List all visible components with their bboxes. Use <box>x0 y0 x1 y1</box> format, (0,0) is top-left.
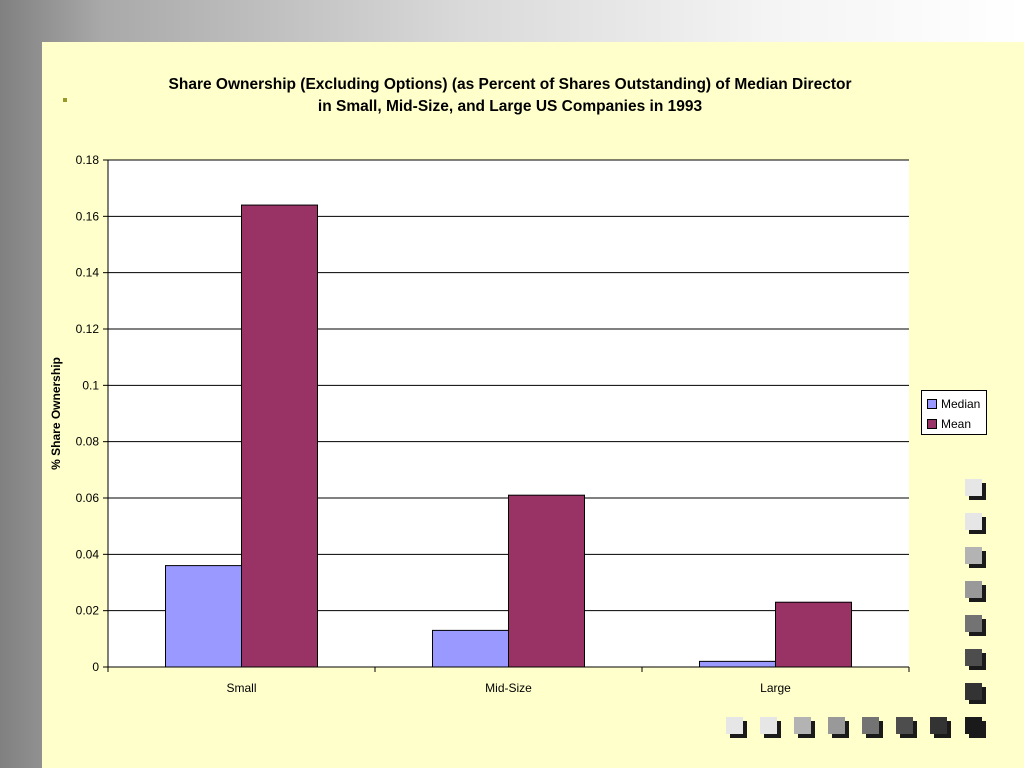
deco-square <box>965 683 986 704</box>
y-tick-label: 0 <box>92 660 99 674</box>
deco-square <box>965 615 986 636</box>
legend-item-median: Median <box>927 394 986 414</box>
deco-square <box>965 513 986 534</box>
y-tick-label: 0.08 <box>76 435 100 449</box>
y-tick-label: 0.02 <box>76 604 100 618</box>
y-axis-label: % Share Ownership <box>49 357 63 470</box>
deco-square <box>965 581 986 602</box>
bar-median-mid-size <box>432 629 509 668</box>
deco-square <box>930 717 951 738</box>
y-tick-label: 0.16 <box>76 209 100 223</box>
x-tick-label: Large <box>760 681 791 695</box>
deco-square <box>965 717 986 738</box>
legend-swatch-median <box>927 399 937 409</box>
bar-mean-large <box>775 601 852 668</box>
deco-square <box>965 479 986 500</box>
deco-square <box>896 717 917 738</box>
y-tick-label: 0.14 <box>76 266 100 280</box>
y-tick-label: 0.1 <box>82 378 99 392</box>
y-tick-label: 0.04 <box>76 547 100 561</box>
legend-label-mean: Mean <box>941 417 972 431</box>
chart-title-line-1: Share Ownership (Excluding Options) (as … <box>168 76 852 93</box>
legend-swatch-mean <box>927 419 937 429</box>
deco-square <box>965 547 986 568</box>
y-tick-label: 0.18 <box>76 153 100 167</box>
y-tick-label: 0.06 <box>76 491 100 505</box>
x-tick-label: Mid-Size <box>485 681 532 695</box>
x-tick-label: Small <box>226 681 256 695</box>
chart-title: Share Ownership (Excluding Options) (as … <box>120 74 900 118</box>
deco-square <box>726 717 747 738</box>
bullet-marker <box>63 98 67 102</box>
deco-square <box>794 717 815 738</box>
chart-legend: Median Mean <box>921 390 987 435</box>
legend-label-median: Median <box>941 397 981 411</box>
bar-mean-mid-size <box>508 494 585 668</box>
deco-square <box>760 717 781 738</box>
deco-square <box>965 649 986 670</box>
legend-item-mean: Mean <box>927 414 986 434</box>
y-tick-label: 0.12 <box>76 322 100 336</box>
chart-title-line-2: in Small, Mid-Size, and Large US Compani… <box>317 98 703 115</box>
deco-square <box>862 717 883 738</box>
deco-square <box>828 717 849 738</box>
bar-mean-small <box>241 204 318 668</box>
